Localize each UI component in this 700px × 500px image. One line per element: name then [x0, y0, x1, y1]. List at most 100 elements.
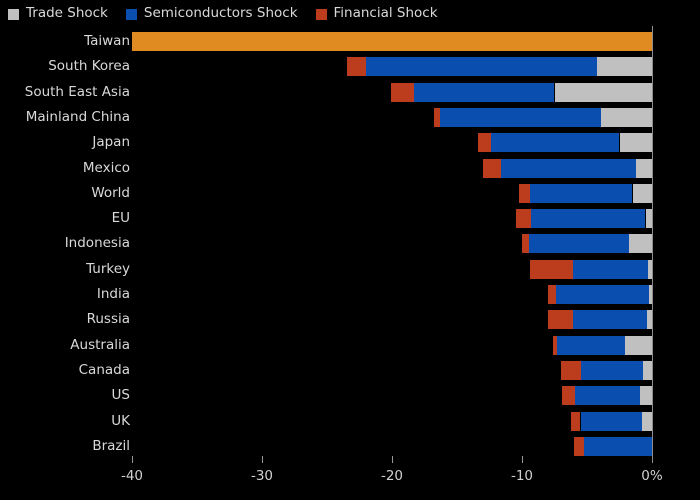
bar-segment-trade[interactable]	[646, 310, 652, 330]
category-label: UK	[111, 412, 130, 429]
bar-segment-trade[interactable]	[648, 259, 652, 279]
bar-segment-financial[interactable]	[477, 133, 491, 153]
bar-segment-semiconductors[interactable]	[572, 310, 647, 330]
bar-segment-semiconductors[interactable]	[529, 183, 633, 203]
legend-label-semiconductors-shock: Semiconductors Shock	[143, 5, 298, 22]
bar-segment-trade[interactable]	[628, 234, 652, 254]
bar-track	[0, 234, 700, 254]
bar-segment-semiconductors[interactable]	[584, 436, 652, 456]
bar-track	[0, 209, 700, 229]
bar-segment-trade[interactable]	[642, 360, 652, 380]
bar-segment-financial[interactable]	[515, 209, 532, 229]
bar-segment-trade[interactable]	[645, 209, 652, 229]
bar-segment-financial[interactable]	[522, 234, 529, 254]
bar-segment-trade[interactable]	[636, 158, 652, 178]
chart-row: Russia	[0, 310, 700, 335]
bar-segment-semiconductors[interactable]	[580, 411, 642, 431]
bar-segment-financial[interactable]	[390, 82, 415, 102]
bar-segment-semiconductors[interactable]	[572, 259, 649, 279]
bar-track	[0, 158, 700, 178]
bar-segment-semiconductors[interactable]	[531, 209, 646, 229]
category-label: South East Asia	[24, 83, 130, 100]
bar-track	[0, 57, 700, 77]
bar-segment-financial[interactable]	[529, 259, 573, 279]
financial-shock-swatch-icon	[315, 8, 327, 20]
bar-track	[0, 436, 700, 456]
bar-segment-semiconductors[interactable]	[366, 57, 598, 77]
bar-track	[0, 133, 700, 153]
legend-item-trade-shock[interactable]: Trade Shock	[8, 7, 108, 21]
category-label: Indonesia	[64, 235, 130, 252]
bar-segment-trade[interactable]	[624, 335, 652, 355]
bar-segment-financial[interactable]	[548, 285, 556, 304]
bar-segment-financial[interactable]	[346, 57, 366, 77]
axis-tick-mark	[132, 456, 133, 463]
bar-track	[0, 107, 700, 127]
category-label: India	[96, 286, 130, 302]
bar-track	[0, 335, 700, 355]
bar-segment-trade[interactable]	[640, 386, 652, 406]
bar-segment-semiconductors[interactable]	[528, 234, 629, 254]
chart-legend: Trade Shock Semiconductors Shock Financi…	[8, 4, 438, 24]
bar-segment-semiconductors[interactable]	[490, 133, 620, 153]
bar-track	[0, 183, 700, 203]
trade-shock-swatch-icon	[8, 8, 19, 20]
chart-row: South Korea	[0, 57, 700, 82]
bar-segment-trade[interactable]	[619, 133, 652, 153]
legend-label-trade-shock: Trade Shock	[26, 5, 108, 22]
chart-row: Taiwan	[0, 32, 700, 57]
semiconductors-shock-swatch-icon	[125, 8, 137, 20]
chart-row: Mexico	[0, 158, 700, 184]
axis-tick-label: -10	[510, 468, 534, 484]
category-label: Japan	[92, 134, 130, 151]
bar-segment-semiconductors[interactable]	[414, 82, 555, 102]
category-label: Turkey	[86, 260, 130, 277]
bar-segment-financial[interactable]	[561, 360, 581, 380]
x-axis: -40 -30 -20 -10 0%	[0, 26, 700, 500]
category-label: US	[111, 387, 130, 404]
bar-segment-financial[interactable]	[483, 158, 502, 178]
bar-segment-semiconductors[interactable]	[501, 158, 637, 178]
bar-segment-highlight[interactable]	[132, 32, 652, 51]
bar-segment-financial[interactable]	[433, 107, 441, 127]
chart-row: Mainland China	[0, 107, 700, 133]
category-label: Brazil	[92, 437, 130, 454]
bar-segment-financial[interactable]	[571, 411, 581, 431]
bar-track	[0, 310, 700, 330]
bar-segment-semiconductors[interactable]	[440, 107, 602, 127]
bar-segment-financial[interactable]	[519, 183, 530, 203]
bar-segment-financial[interactable]	[548, 310, 573, 330]
bar-segment-financial[interactable]	[574, 436, 585, 456]
category-label: World	[91, 184, 130, 201]
chart-row: Turkey	[0, 259, 700, 285]
bar-segment-financial[interactable]	[562, 386, 576, 406]
chart-row: UK	[0, 411, 700, 437]
bar-segment-trade[interactable]	[649, 285, 652, 304]
chart-row: South East Asia	[0, 82, 700, 108]
bar-segment-trade[interactable]	[554, 82, 652, 102]
category-label: South Korea	[48, 58, 130, 75]
bar-track	[0, 259, 700, 279]
bar-segment-trade[interactable]	[641, 411, 652, 431]
bar-segment-financial[interactable]	[553, 335, 558, 355]
category-label: Mainland China	[25, 108, 130, 125]
legend-item-semiconductors-shock[interactable]: Semiconductors Shock	[125, 5, 298, 22]
legend-item-financial-shock[interactable]: Financial Shock	[315, 7, 438, 21]
axis-tick-mark	[392, 456, 393, 463]
bar-segment-trade[interactable]	[632, 183, 652, 203]
bar-segment-semiconductors[interactable]	[555, 285, 650, 304]
bar-segment-semiconductors[interactable]	[580, 360, 643, 380]
bar-segment-trade[interactable]	[597, 57, 652, 77]
bar-segment-trade[interactable]	[601, 107, 652, 127]
axis-tick-label: -30	[250, 468, 274, 484]
bar-track	[0, 411, 700, 431]
bar-segment-semiconductors[interactable]	[557, 335, 625, 355]
category-label: Australia	[70, 336, 130, 353]
axis-tick-label: -40	[120, 468, 144, 484]
bar-track	[0, 82, 700, 102]
bar-segment-semiconductors[interactable]	[575, 386, 641, 406]
chart-row: World	[0, 183, 700, 209]
chart-row: Japan	[0, 133, 700, 158]
chart-row: EU	[0, 209, 700, 234]
